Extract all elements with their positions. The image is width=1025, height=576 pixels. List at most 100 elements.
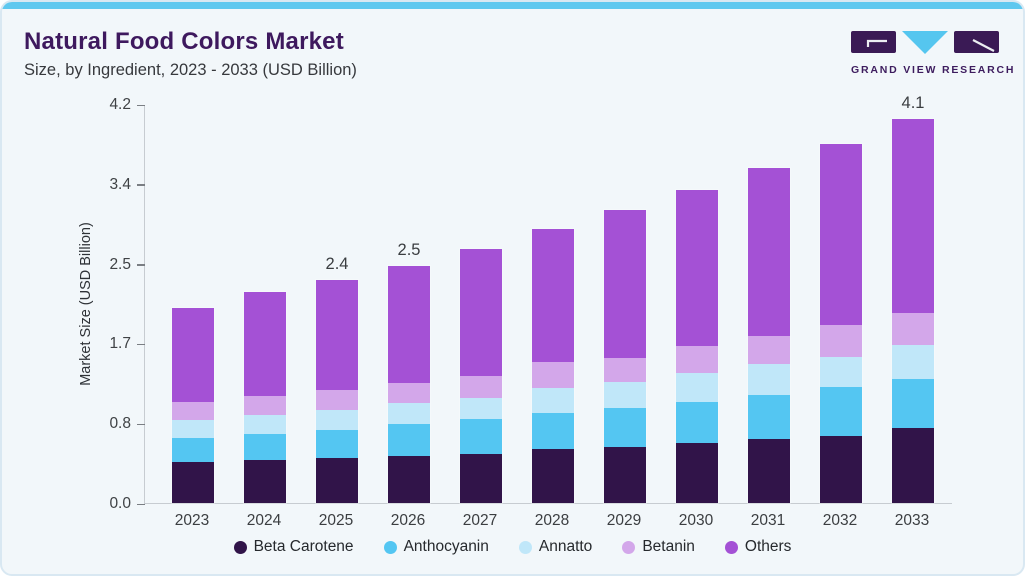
legend-dot-icon <box>622 540 636 554</box>
bar-segment-others-2027 <box>460 249 502 376</box>
plot-area: 2.4 2.5 4.1 <box>137 94 952 505</box>
x-tick-label-2027: 2027 <box>462 512 498 529</box>
y-tick-label: 0.0 <box>109 495 131 512</box>
y-axis-tick-labels: 4.2 3.4 2.5 1.7 0.8 0.0 <box>2 96 137 512</box>
bar-segment-anthocyanin-2029 <box>604 408 646 447</box>
legend-item-anthocyanin: Anthocyanin <box>383 538 489 556</box>
bar-segment-anthocyanin-2024 <box>244 433 286 461</box>
legend-label: Others <box>744 538 792 555</box>
legend-dot-icon <box>518 540 532 554</box>
bar-segment-beta-carotene-2024 <box>244 460 286 503</box>
bar-segment-beta-carotene-2033 <box>892 427 934 503</box>
legend-dot-icon <box>724 540 738 554</box>
x-tick-label-2026: 2026 <box>390 512 426 529</box>
bar-segment-anthocyanin-2025 <box>316 429 358 459</box>
bar-segment-anthocyanin-2027 <box>460 419 502 454</box>
bar-segment-others-2031 <box>748 167 790 336</box>
legend-dot-icon <box>233 540 247 554</box>
bar-segment-anthocyanin-2033 <box>892 378 934 428</box>
bar-segment-anthocyanin-2028 <box>532 412 574 449</box>
bar-segment-betanin-2026 <box>388 383 430 404</box>
bar-segment-others-2023 <box>172 308 214 403</box>
bar-segment-others-2030 <box>676 189 718 347</box>
bar-segment-others-2028 <box>532 228 574 363</box>
bar-segment-annatto-2029 <box>604 382 646 409</box>
x-tick-label-2025: 2025 <box>318 512 354 529</box>
page-title: Natural Food Colors Market <box>24 28 344 55</box>
bar-segment-others-2025 <box>316 279 358 390</box>
bar-segment-anthocyanin-2023 <box>172 438 214 463</box>
legend-label: Annatto <box>538 538 593 555</box>
bar-2027 <box>460 249 502 503</box>
page-subtitle: Size, by Ingredient, 2023 - 2033 (USD Bi… <box>24 61 357 79</box>
legend-label: Betanin <box>642 538 695 555</box>
bar-segment-betanin-2030 <box>676 346 718 373</box>
bar-2026 <box>388 266 430 503</box>
bar-segment-others-2024 <box>244 292 286 396</box>
bar-segment-betanin-2033 <box>892 313 934 346</box>
x-tick-label-2031: 2031 <box>750 512 786 529</box>
bar-segment-betanin-2028 <box>532 362 574 389</box>
y-tick-label: 1.7 <box>109 335 131 353</box>
bar-segment-beta-carotene-2028 <box>532 448 574 503</box>
bar-segment-anthocyanin-2032 <box>820 387 862 436</box>
bar-segment-beta-carotene-2032 <box>820 435 862 503</box>
bar-segment-beta-carotene-2029 <box>604 446 646 503</box>
bar-value-label-2033: 4.1 <box>901 94 925 113</box>
bar-2023 <box>172 308 214 503</box>
bar-segment-beta-carotene-2025 <box>316 458 358 503</box>
bar-2029 <box>604 210 646 503</box>
legend-item-betanin: Betanin <box>622 538 695 556</box>
bar-segment-betanin-2023 <box>172 402 214 421</box>
bar-2033 <box>892 119 934 503</box>
bar-segment-beta-carotene-2027 <box>460 453 502 503</box>
bar-segment-annatto-2031 <box>748 364 790 395</box>
bar-segment-betanin-2032 <box>820 325 862 357</box>
bar-segment-anthocyanin-2030 <box>676 402 718 444</box>
bar-value-label-2025: 2.4 <box>325 254 349 273</box>
bar-segment-anthocyanin-2031 <box>748 394 790 440</box>
legend-label: Anthocyanin <box>403 538 489 555</box>
chart-header: Natural Food Colors Market Size, by Ingr… <box>24 28 357 80</box>
bar-segment-annatto-2023 <box>172 420 214 439</box>
y-tick-mark <box>137 503 145 505</box>
accent-top-bar <box>2 2 1023 9</box>
bar-value-label-2026: 2.5 <box>397 241 421 260</box>
x-tick-label-2029: 2029 <box>606 512 642 529</box>
bar-segment-annatto-2025 <box>316 409 358 430</box>
y-tick-mark <box>137 104 145 106</box>
bar-segment-annatto-2028 <box>532 388 574 413</box>
bar-2028 <box>532 228 574 503</box>
x-axis-labels: 2023 2024 2025 2026 2027 2028 2029 2030 2031 2032… <box>144 512 952 534</box>
bar-segment-betanin-2024 <box>244 395 286 415</box>
bar-segment-betanin-2031 <box>748 335 790 365</box>
bar-segment-annatto-2024 <box>244 414 286 434</box>
x-tick-label-2024: 2024 <box>246 512 282 529</box>
bar-2030 <box>676 189 718 503</box>
bar-segment-annatto-2032 <box>820 356 862 388</box>
y-tick-mark <box>137 423 145 426</box>
bar-segment-others-2032 <box>820 143 862 326</box>
legend-item-annatto: Annatto <box>518 538 593 556</box>
bar-2031 <box>748 167 790 503</box>
y-tick-label: 4.2 <box>109 96 131 113</box>
x-tick-label-2030: 2030 <box>678 512 714 529</box>
y-tick-mark <box>137 264 145 266</box>
y-tick-mark <box>137 184 145 186</box>
bar-segment-beta-carotene-2031 <box>748 439 790 503</box>
x-tick-label-2028: 2028 <box>534 512 570 529</box>
bar-segment-anthocyanin-2026 <box>388 424 430 456</box>
gvr-logo-text: GRAND VIEW RESEARCH <box>851 64 1016 76</box>
bar-segment-betanin-2029 <box>604 357 646 383</box>
bar-segment-beta-carotene-2023 <box>172 462 214 503</box>
bar-2024 <box>244 292 286 503</box>
bar-segment-beta-carotene-2030 <box>676 443 718 503</box>
bar-segment-others-2029 <box>604 210 646 358</box>
bar-segment-betanin-2025 <box>316 389 358 410</box>
x-tick-label-2032: 2032 <box>822 512 858 529</box>
legend-item-beta-carotene: Beta Carotene <box>233 538 354 556</box>
bar-segment-betanin-2027 <box>460 375 502 398</box>
bar-segment-annatto-2033 <box>892 345 934 379</box>
legend-item-others: Others <box>724 538 792 556</box>
